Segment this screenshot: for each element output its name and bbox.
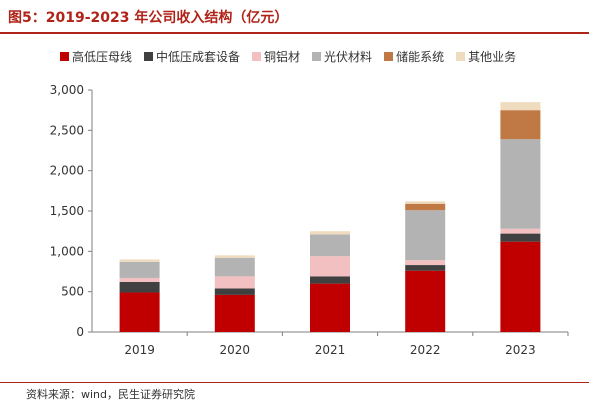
x-tick-label: 2019: [124, 343, 155, 357]
y-tick-label: 2,000: [50, 164, 84, 178]
bar-segment: [310, 234, 350, 257]
bar-segment: [310, 256, 350, 277]
bar-segment: [500, 139, 541, 229]
bar-segment: [119, 292, 160, 332]
source-note: 资料来源：wind，民生证券研究院: [26, 388, 196, 401]
y-tick-label: 1,500: [50, 204, 84, 218]
legend-swatch: [252, 52, 262, 61]
bar-segment: [310, 276, 350, 284]
bar-segment: [310, 283, 350, 332]
bar-segment: [500, 110, 541, 140]
legend-swatch: [60, 52, 69, 61]
stacked-bar-chart: 0 500 1,000 1,500 2,000 2,500 3,000 2019 2020 202…: [50, 83, 569, 357]
bar-segment: [405, 270, 446, 332]
y-tick-label: 3,000: [50, 83, 84, 97]
legend-swatch: [456, 52, 466, 61]
legend-item: 高低压母线: [60, 48, 132, 65]
title-rule: [0, 32, 589, 34]
bar-segment: [500, 228, 541, 234]
bar-segment: [310, 231, 350, 235]
legend-item: 铜铝材: [252, 48, 300, 65]
bar-segment: [119, 259, 160, 262]
bar-segment: [214, 257, 255, 277]
y-tick-label: 500: [61, 285, 84, 299]
y-tick-label: 0: [76, 325, 84, 339]
legend-item: 储能系统: [384, 48, 444, 65]
legend-label: 中低压成套设备: [156, 50, 241, 64]
legend-label: 铜铝材: [264, 50, 301, 64]
legend-label: 光伏材料: [324, 50, 373, 64]
bar-segment: [214, 294, 255, 332]
bar-segment: [405, 201, 446, 204]
bar-segment: [119, 277, 160, 282]
bar-segment: [214, 276, 255, 289]
bar-segment: [119, 261, 160, 278]
title-bar: 图5：2019-2023 年公司收入结构（亿元）: [0, 0, 589, 34]
bar-segment: [119, 281, 160, 293]
legend-label: 其他业务: [468, 50, 517, 64]
y-tick-label: 1,000: [50, 244, 84, 258]
x-tick-label: 2022: [410, 343, 441, 357]
legend-item: 中低压成套设备: [144, 48, 240, 65]
legend-label: 高低压母线: [72, 50, 133, 64]
x-tick-label: 2021: [315, 343, 346, 357]
x-tick-label: 2023: [505, 343, 536, 357]
x-tick-label: 2020: [220, 343, 251, 357]
bar-segment: [405, 203, 446, 211]
bar-segment: [500, 241, 541, 332]
y-tick-label: 2,500: [50, 123, 84, 137]
chart-title: 图5：2019-2023 年公司收入结构（亿元）: [8, 10, 289, 26]
footer-rule: [0, 382, 589, 383]
legend-swatch: [144, 52, 154, 61]
legend-swatch: [312, 52, 322, 61]
bar-segment: [214, 255, 255, 258]
chart-legend: 高低压母线 中低压成套设备 铜铝材 光伏材料 储能系统 其他业务: [60, 48, 516, 65]
legend-swatch: [384, 52, 394, 61]
legend-item: 光伏材料: [312, 48, 372, 65]
bar-segment: [214, 288, 255, 295]
legend-item: 其他业务: [456, 48, 516, 65]
bar-segment: [500, 102, 541, 111]
bar-segment: [405, 210, 446, 261]
bar-segment: [405, 265, 446, 271]
bar-segment: [500, 233, 541, 242]
bar-segment: [405, 260, 446, 266]
legend-label: 储能系统: [396, 50, 445, 64]
